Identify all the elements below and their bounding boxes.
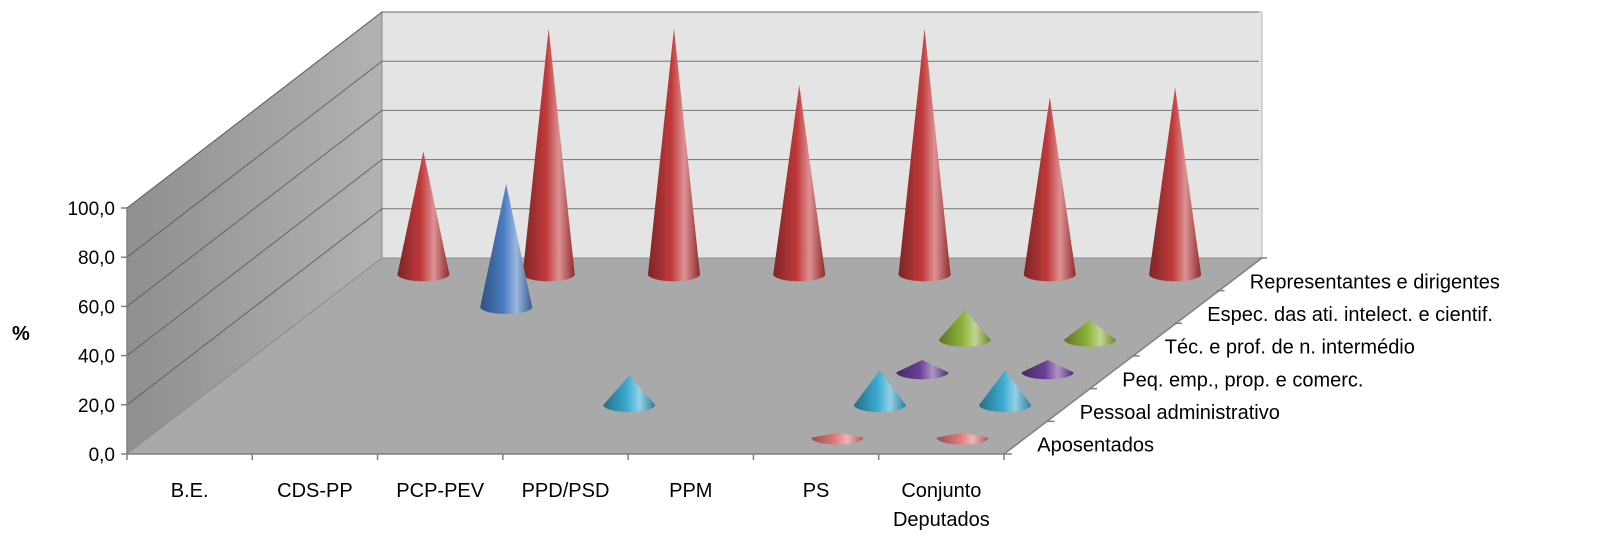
category-label: Deputados [893,509,990,531]
series-label: Pessoal administrativo [1080,402,1280,424]
cone-mark [938,310,991,347]
cone-mark [1021,360,1074,380]
gridline [126,109,1259,307]
cone-mark [898,28,951,282]
category-label: Conjunto [901,480,981,502]
cone-mark [896,360,949,380]
series-label: Espec. das ati. intelect. e cientif. [1207,304,1493,326]
y-tick-label: 0,0 [89,445,115,466]
cone-mark [1023,97,1076,282]
series-label: Representantes e dirigentes [1250,271,1500,293]
gridline [126,159,1259,356]
series-label: Téc. e prof. de n. intermédio [1165,337,1415,359]
cone-mark [1064,319,1117,347]
y-tick-label: 20,0 [78,396,115,417]
category-label: PPD/PSD [522,480,610,502]
cone-mark [647,28,700,282]
gridline [126,11,1259,209]
series-label: Peq. emp., prop. e comerc. [1122,369,1363,391]
y-axis-label: % [12,323,30,345]
category-label: PPM [669,480,712,502]
cone-marks [397,28,1202,445]
depth-axis-ticks: Aposentados Pessoal administrativo Peq. em… [1004,257,1500,457]
cone-mark [480,184,533,314]
series-label: Aposentados [1037,435,1154,457]
y-axis-ticks: 0,0 20,0 40,0 60,0 80,0 100,0 [67,199,127,466]
cone-mark [773,84,826,282]
y-tick-label: 80,0 [78,248,115,269]
y-tick-label: 40,0 [78,347,115,368]
x-axis-ticks: B.E. CDS-PP PCP-PEV PPD/PSD PPM PS Conjunto Dep… [126,454,1005,531]
gridlines [126,11,1259,406]
gridline [126,60,1259,258]
cone-mark [811,432,864,445]
gridline [126,208,1259,406]
y-tick-label: 60,0 [78,297,115,318]
cone-mark [603,375,656,413]
cone-mark [522,28,575,282]
y-tick-label: 100,0 [67,199,115,220]
cone-mark [936,432,989,445]
category-label: CDS-PP [277,480,353,502]
category-label: PCP-PEV [396,480,484,502]
category-label: B.E. [171,480,209,502]
cone-mark [979,370,1032,413]
cone-mark [1149,87,1202,282]
cone-mark [853,370,906,413]
cone-mark [397,151,450,282]
category-label: PS [803,480,830,502]
